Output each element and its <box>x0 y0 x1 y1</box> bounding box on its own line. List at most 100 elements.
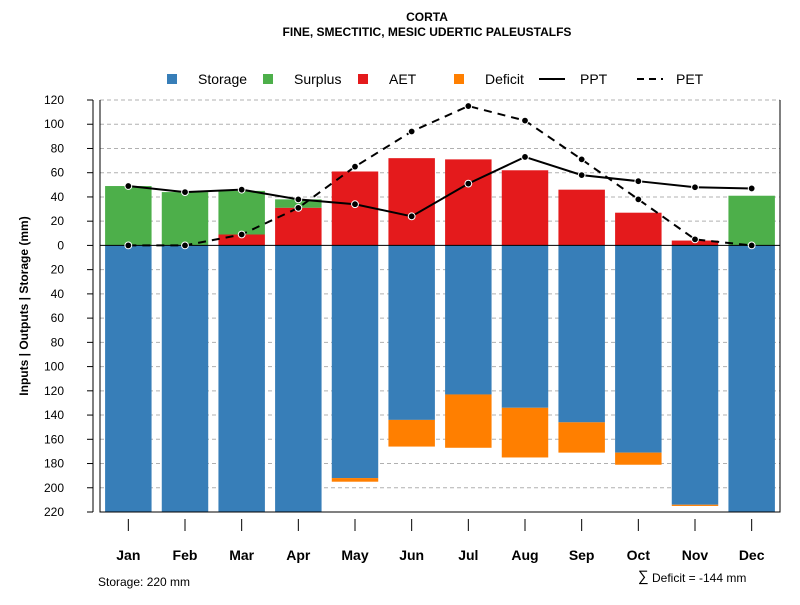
ppt-point-nov <box>691 183 699 192</box>
ppt-line <box>128 155 752 218</box>
y-tick-label: 100 <box>44 360 64 374</box>
y-tick-label: 140 <box>44 408 64 422</box>
pet-point-apr <box>294 203 303 212</box>
plot-frame <box>99 100 781 513</box>
bar-storage-dec <box>728 245 775 513</box>
bar-aet-apr <box>275 207 322 246</box>
x-tick-label-sep: Sep <box>569 547 595 563</box>
bar-surplus-apr <box>275 199 322 208</box>
x-tick-label-oct: Oct <box>627 547 651 563</box>
pet-point-aug <box>521 116 529 125</box>
legend-surplus-label: Surplus <box>294 71 341 87</box>
pet-point-nov <box>691 235 699 244</box>
bar-surplus-dec <box>728 195 775 246</box>
ppt-point-sep <box>577 171 586 180</box>
pet-point-mar <box>237 230 246 239</box>
y-tick-label: 200 <box>44 481 64 495</box>
y-tick-label: 40 <box>51 190 65 204</box>
x-tick-label-feb: Feb <box>173 547 198 563</box>
y-tick-label: 220 <box>44 505 64 519</box>
bar-aet-jun <box>388 158 435 246</box>
bar-deficit-oct <box>615 452 662 465</box>
bar-surplus-mar <box>218 190 265 235</box>
x-tick-label-nov: Nov <box>682 547 709 563</box>
ppt-point-mar <box>237 185 246 194</box>
y-tick-label: 100 <box>44 117 64 131</box>
bar-aet-aug <box>501 170 549 246</box>
bar-deficit-may <box>331 478 379 482</box>
series-lines <box>124 102 756 250</box>
y-tick-label: 160 <box>44 432 64 446</box>
x-tick-label-jan: Jan <box>116 547 140 563</box>
y-tick-label: 40 <box>51 287 65 301</box>
ppt-point-jun <box>407 212 416 221</box>
legend-surplus-swatch <box>263 74 273 84</box>
bar-storage-may <box>331 245 379 479</box>
pet-point-may <box>351 162 359 171</box>
y-tick-label: 120 <box>44 384 64 398</box>
ppt-point-aug <box>521 153 529 161</box>
bar-storage-mar <box>218 245 265 513</box>
ppt-point-oct <box>634 177 643 186</box>
legend-pet-label: PET <box>676 71 704 87</box>
bar-aet-mar <box>218 234 265 246</box>
bar-storage-nov <box>671 245 719 505</box>
ppt-point-dec <box>747 184 756 193</box>
legend-aet-swatch <box>358 74 368 84</box>
pet-point-jun <box>407 127 416 136</box>
bar-deficit-nov <box>671 504 719 506</box>
legend-storage-label: Storage <box>198 71 247 87</box>
ppt-point-jan <box>124 182 133 190</box>
chart-title: CORTA <box>406 10 448 24</box>
bar-storage-jun <box>388 245 435 420</box>
legend-ppt-label: PPT <box>580 71 608 87</box>
ppt-point-may <box>351 200 359 209</box>
pet-point-jan <box>124 241 133 250</box>
x-tick-label-jun: Jun <box>399 547 424 563</box>
bar-storage-oct <box>615 245 662 453</box>
y-tick-label: 60 <box>51 166 65 180</box>
chart-subtitle: FINE, SMECTITIC, MESIC UDERTIC PALEUSTAL… <box>283 25 572 39</box>
pet-line <box>128 105 752 247</box>
bar-deficit-jun <box>388 419 435 447</box>
footer-deficit: Deficit = -144 mm <box>652 571 746 585</box>
bar-aet-sep <box>558 189 605 246</box>
ppt-point-feb <box>181 188 189 196</box>
pet-point-jul <box>464 102 473 110</box>
legend: Storage Surplus AET Deficit PPT PET <box>167 71 704 87</box>
bar-storage-sep <box>558 245 605 423</box>
legend-storage-swatch <box>167 74 177 84</box>
x-tick-label-apr: Apr <box>286 547 311 563</box>
axes: 1201008060402002040608010012014016018020… <box>44 93 781 563</box>
y-tick-label: 0 <box>57 238 64 252</box>
ppt-point-apr <box>294 195 303 204</box>
x-tick-label-dec: Dec <box>739 547 765 563</box>
x-tick-label-mar: Mar <box>229 547 254 563</box>
bar-deficit-jul <box>445 394 492 448</box>
y-tick-label: 180 <box>44 457 64 471</box>
bars <box>100 158 780 513</box>
bar-storage-feb <box>161 245 209 513</box>
y-tick-label: 120 <box>44 93 64 107</box>
y-tick-label: 80 <box>51 335 65 349</box>
bar-storage-jul <box>445 245 492 395</box>
pet-point-dec <box>747 241 756 250</box>
pet-point-oct <box>634 195 643 204</box>
bar-aet-jul <box>445 159 492 246</box>
bar-surplus-feb <box>161 192 209 246</box>
bar-deficit-sep <box>558 422 605 453</box>
pet-point-feb <box>181 241 189 250</box>
bar-aet-oct <box>615 212 662 246</box>
footer-storage: Storage: 220 mm <box>98 575 190 589</box>
x-tick-label-may: May <box>341 547 368 563</box>
y-tick-label: 60 <box>51 311 65 325</box>
y-tick-label: 80 <box>51 141 65 155</box>
sigma-icon: ∑ <box>638 568 649 585</box>
y-tick-label: 20 <box>51 214 65 228</box>
bar-storage-jan <box>105 245 152 513</box>
y-axis-label: Inputs | Outputs | Storage (mm) <box>17 216 31 395</box>
legend-aet-label: AET <box>389 71 417 87</box>
bar-storage-apr <box>275 245 322 513</box>
